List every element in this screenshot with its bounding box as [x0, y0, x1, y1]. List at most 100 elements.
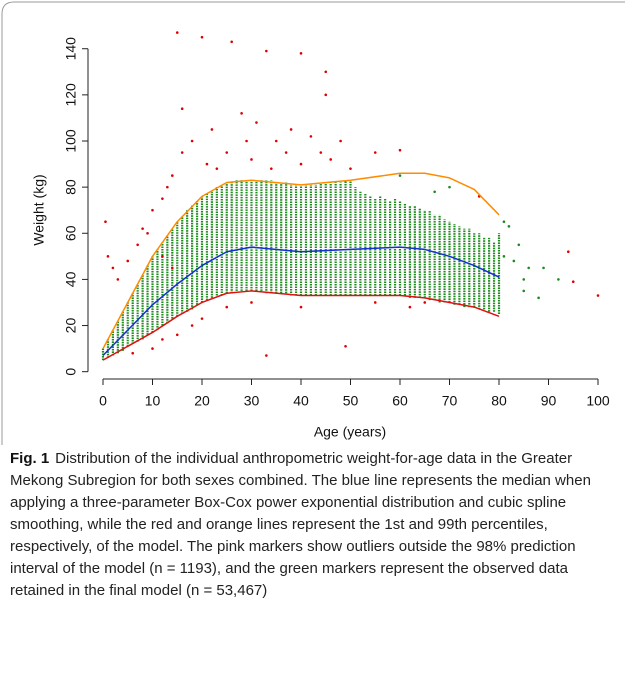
caption-label: Fig. 1: [10, 450, 50, 467]
data-point: [225, 305, 229, 309]
curve: [102, 172, 500, 349]
x-tick-label: 30: [244, 393, 260, 409]
data-point: [180, 107, 184, 111]
data-point: [265, 49, 268, 53]
data-point: [175, 31, 179, 34]
data-point: [141, 227, 144, 230]
data-point: [567, 250, 570, 254]
y-tick-label: 100: [63, 129, 79, 153]
y-tick-label: 0: [63, 368, 79, 376]
data-point: [200, 35, 204, 39]
data-point: [161, 338, 164, 341]
y-axis-label: Weight (kg): [31, 174, 47, 245]
chart: Weight (kg) Age (years) 0204060801001201…: [1, 1, 625, 445]
data-point: [522, 278, 526, 281]
data-point: [299, 52, 303, 55]
data-point: [104, 220, 107, 224]
data-point: [299, 162, 303, 166]
y-tick-label: 20: [63, 318, 79, 334]
data-point: [215, 167, 219, 170]
data-point: [180, 151, 184, 154]
data-point: [507, 225, 511, 228]
data-point: [171, 266, 174, 270]
data-point: [433, 190, 436, 194]
data-point: [299, 305, 303, 309]
data-point: [270, 167, 273, 170]
y-tick-label: 80: [63, 179, 79, 195]
data-point: [245, 139, 248, 143]
data-point: [512, 259, 516, 263]
data-point: [542, 266, 545, 270]
data-point: [517, 243, 521, 247]
x-tick-label: 20: [194, 393, 210, 409]
data-point: [527, 266, 530, 270]
data-point: [329, 158, 333, 161]
x-tick-label: 0: [99, 393, 107, 409]
data-point: [319, 151, 323, 154]
caption-text: Distribution of the individual anthropom…: [10, 450, 591, 599]
data-point: [255, 121, 258, 124]
data-point: [161, 255, 164, 258]
data-point: [161, 197, 164, 200]
data-point: [240, 112, 243, 115]
data-point: [448, 185, 451, 189]
x-tick-label: 90: [541, 393, 557, 409]
y-tick-label: 60: [63, 225, 79, 241]
data-point: [398, 148, 402, 152]
x-tick-label: 70: [442, 393, 458, 409]
data-point: [309, 135, 313, 138]
data-point: [557, 278, 560, 281]
caption: Fig. 1 Distribution of the individual ant…: [10, 448, 610, 602]
data-point: [571, 280, 575, 284]
data-point: [502, 255, 506, 258]
data-point: [423, 301, 427, 304]
data-point: [344, 344, 347, 348]
data-point: [111, 266, 115, 270]
y-tick-label: 140: [63, 37, 79, 61]
data-point: [136, 243, 139, 247]
curve: [102, 246, 500, 357]
data-point: [373, 301, 377, 304]
x-tick-label: 100: [586, 393, 610, 409]
frame: [1, 1, 625, 445]
data-point: [522, 289, 526, 293]
data-point: [502, 220, 506, 224]
data-point: [151, 208, 154, 212]
curve: [102, 290, 500, 361]
data-point: [126, 259, 130, 263]
data-point: [166, 185, 169, 189]
data-point: [339, 139, 342, 143]
data-point: [146, 231, 149, 235]
data-point: [250, 301, 253, 304]
data-point: [408, 305, 412, 309]
data-point: [250, 158, 253, 161]
data-point: [596, 294, 600, 297]
data-point: [190, 324, 194, 327]
data-point: [210, 128, 214, 131]
data-point: [324, 93, 328, 97]
data-point: [230, 40, 233, 44]
data-point: [349, 167, 352, 170]
data-point: [106, 255, 110, 258]
data-point: [116, 278, 120, 281]
y-tick-label: 120: [63, 83, 79, 107]
x-tick-label: 10: [145, 393, 161, 409]
data-point: [284, 151, 288, 154]
x-tick-label: 50: [343, 393, 359, 409]
x-tick-label: 40: [293, 393, 309, 409]
data-point: [225, 151, 229, 154]
data-point: [274, 139, 278, 143]
data-point: [175, 333, 179, 337]
x-axis-label: Age (years): [314, 424, 386, 440]
data-point: [131, 351, 134, 355]
data-point: [171, 174, 174, 177]
x-tick-label: 60: [392, 393, 408, 409]
data-point: [398, 174, 402, 177]
data-point: [265, 354, 268, 357]
data-point: [537, 296, 540, 300]
data-point: [373, 151, 377, 154]
y-tick-label: 40: [63, 271, 79, 287]
x-tick-label: 80: [491, 393, 507, 409]
data-point: [205, 162, 209, 166]
